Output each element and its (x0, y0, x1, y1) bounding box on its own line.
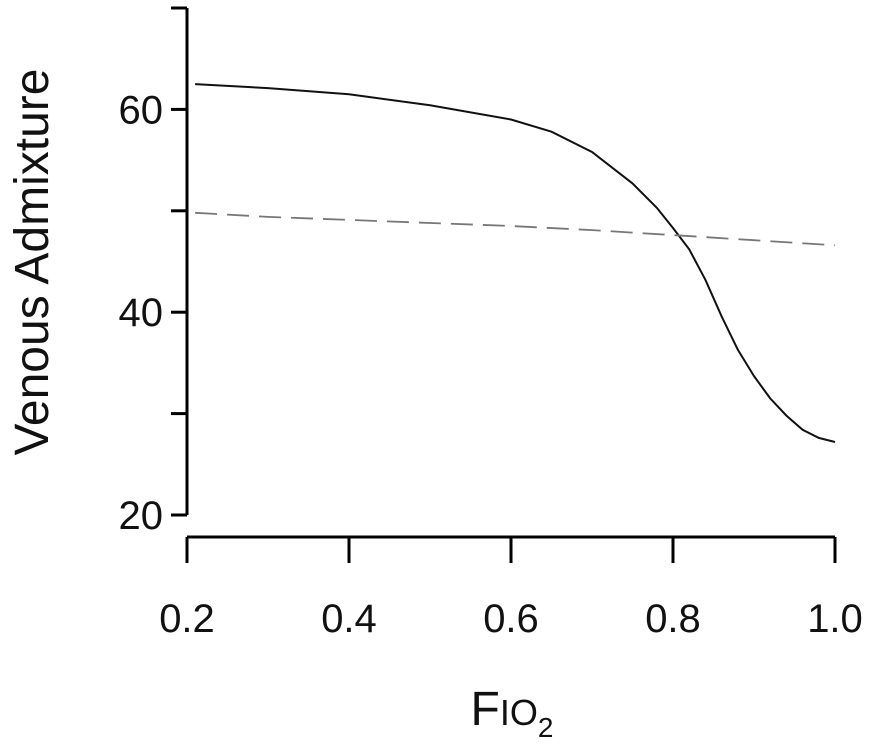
x-axis-label: FIO2 (471, 683, 554, 743)
x-tick-label: 0.8 (645, 597, 701, 641)
y-axis-label: Venous Admixture (6, 69, 59, 456)
dashed-series-line (195, 211, 836, 247)
x-tick-label: 0.6 (483, 597, 539, 641)
x-axis-label-main: F (471, 683, 500, 736)
x-tick-label: 1.0 (807, 597, 863, 641)
x-tick-label: 0.2 (159, 597, 215, 641)
solid-series-line (195, 83, 836, 443)
x-tick-label: 0.4 (321, 597, 377, 641)
y-axis: 20 40 60 (119, 6, 189, 538)
y-tick-label: 20 (119, 494, 164, 538)
x-axis-label-sub: IO (500, 692, 538, 733)
y-tick-label: 60 (119, 88, 164, 132)
x-axis-label-subscript: 2 (538, 712, 554, 743)
x-axis: 0.2 0.4 0.6 0.8 1.0 (159, 535, 863, 641)
y-tick-label: 40 (119, 291, 164, 335)
series-layer (195, 83, 836, 443)
